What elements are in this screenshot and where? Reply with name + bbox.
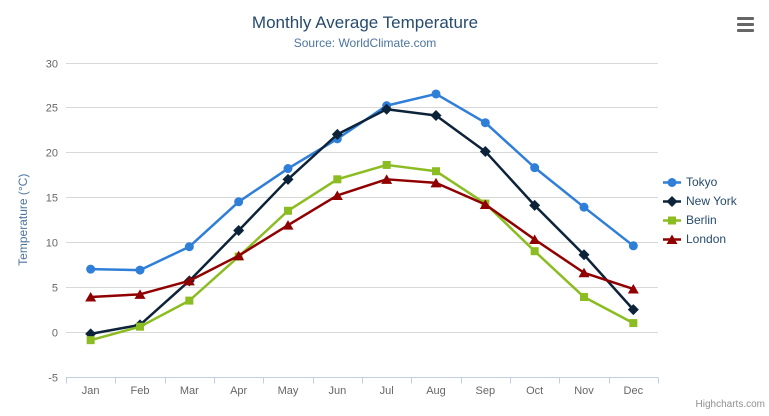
series-line-london[interactable] [89, 178, 635, 299]
y-axis-label: 0 [52, 328, 58, 340]
x-axis-label: Jun [328, 385, 346, 397]
legend: Tokyo New York Berlin London [663, 175, 737, 246]
legend-label-berlin: Berlin [686, 213, 717, 227]
x-axis-label: Jul [380, 385, 394, 397]
legend-item-berlin[interactable]: Berlin [663, 213, 737, 227]
x-axis-label: Oct [526, 385, 543, 397]
legend-marker-new-york [666, 195, 678, 207]
x-axis-label: Nov [574, 385, 594, 397]
marker-tokyo-Mar [184, 242, 194, 252]
marker-berlin-Oct [530, 247, 539, 256]
x-axis-label: Mar [180, 385, 199, 397]
legend-item-london[interactable]: London [663, 232, 737, 246]
marker-berlin-Feb [136, 322, 144, 331]
marker-berlin-Jul [382, 160, 391, 169]
y-axis-label: 20 [46, 148, 58, 160]
legend-label-new-york: New York [686, 194, 737, 208]
x-axis-label: Aug [426, 385, 446, 397]
y-axis-label: 10 [46, 238, 58, 250]
chart-title: Monthly Average Temperature [251, 13, 479, 32]
marker-tokyo-Feb [135, 265, 145, 275]
marker-berlin-May [284, 206, 292, 215]
x-axis-label: Feb [131, 385, 150, 397]
diamond-icon [663, 195, 681, 207]
legend-item-new-york[interactable]: New York [663, 194, 737, 208]
marker-london-Oct [529, 234, 541, 245]
marker-london-Apr [233, 250, 245, 261]
legend-label-tokyo: Tokyo [686, 175, 718, 189]
marker-london-May [282, 220, 294, 230]
marker-new-york-May [282, 173, 294, 185]
legend-item-tokyo[interactable]: Tokyo [663, 175, 737, 189]
export-menu-button[interactable] [737, 17, 754, 32]
hamburger-icon [737, 17, 754, 20]
hamburger-icon [737, 23, 754, 26]
square-icon [663, 216, 681, 224]
legend-marker-london [666, 234, 678, 244]
marker-tokyo-Oct [530, 163, 540, 173]
marker-london-Aug [430, 177, 442, 188]
y-axis-label: 30 [46, 59, 58, 71]
series-line-new-york[interactable] [89, 107, 635, 336]
marker-tokyo-Jan [86, 264, 96, 274]
y-axis-label: 25 [46, 103, 58, 115]
marker-new-york-Apr [233, 225, 245, 237]
series-new-york[interactable] [85, 103, 639, 340]
marker-london-Jul [381, 174, 393, 184]
marker-berlin-Jun [333, 175, 342, 184]
marker-tokyo-Dec [628, 241, 638, 251]
marker-london-Dec [627, 283, 639, 294]
marker-tokyo-Apr [234, 197, 244, 207]
series-line-tokyo[interactable] [89, 92, 635, 272]
marker-london-Mar [183, 275, 195, 286]
marker-tokyo-Nov [579, 202, 589, 212]
series-tokyo[interactable] [86, 89, 638, 275]
marker-berlin-Mar [185, 296, 194, 305]
series-london[interactable] [85, 174, 639, 302]
marker-tokyo-Aug [431, 89, 441, 99]
marker-new-york-Jun [331, 128, 343, 140]
marker-london-Sep [479, 199, 491, 209]
x-axis-label: Jan [82, 385, 100, 397]
marker-new-york-Jul [381, 103, 393, 115]
marker-london-Jan [85, 292, 97, 302]
marker-tokyo-May [283, 164, 293, 174]
series-line-berlin[interactable] [89, 163, 635, 342]
x-axis-label: Sep [476, 385, 496, 397]
marker-berlin-Dec [629, 319, 638, 328]
marker-london-Jun [331, 190, 343, 200]
credits-link[interactable]: Highcharts.com [695, 399, 765, 410]
marker-new-york-Dec [627, 304, 639, 316]
y-axis-label: 15 [46, 193, 58, 205]
legend-marker-berlin [668, 216, 676, 224]
marker-berlin-Jan [86, 336, 95, 345]
marker-new-york-Nov [578, 249, 590, 261]
marker-berlin-Nov [580, 293, 588, 302]
marker-berlin-Aug [432, 167, 440, 176]
marker-tokyo-Sep [480, 118, 490, 128]
y-axis-label: -5 [48, 373, 58, 385]
hamburger-icon [737, 29, 754, 32]
x-axis-label: Apr [230, 385, 247, 397]
circle-icon [663, 177, 681, 187]
y-axis-label: 5 [52, 283, 58, 295]
chart-subtitle: Source: WorldClimate.com [293, 36, 437, 50]
marker-new-york-Oct [529, 199, 541, 211]
triangle-icon [663, 234, 681, 244]
marker-new-york-Sep [479, 145, 491, 157]
marker-new-york-Aug [430, 110, 442, 122]
x-axis-label: May [278, 385, 299, 397]
y-axis-title: Temperature (°C) [16, 174, 30, 266]
legend-label-london: London [686, 232, 727, 246]
x-axis-label: Dec [624, 385, 644, 397]
legend-marker-tokyo [667, 177, 677, 187]
marker-london-Nov [578, 267, 590, 278]
marker-london-Feb [134, 289, 146, 299]
